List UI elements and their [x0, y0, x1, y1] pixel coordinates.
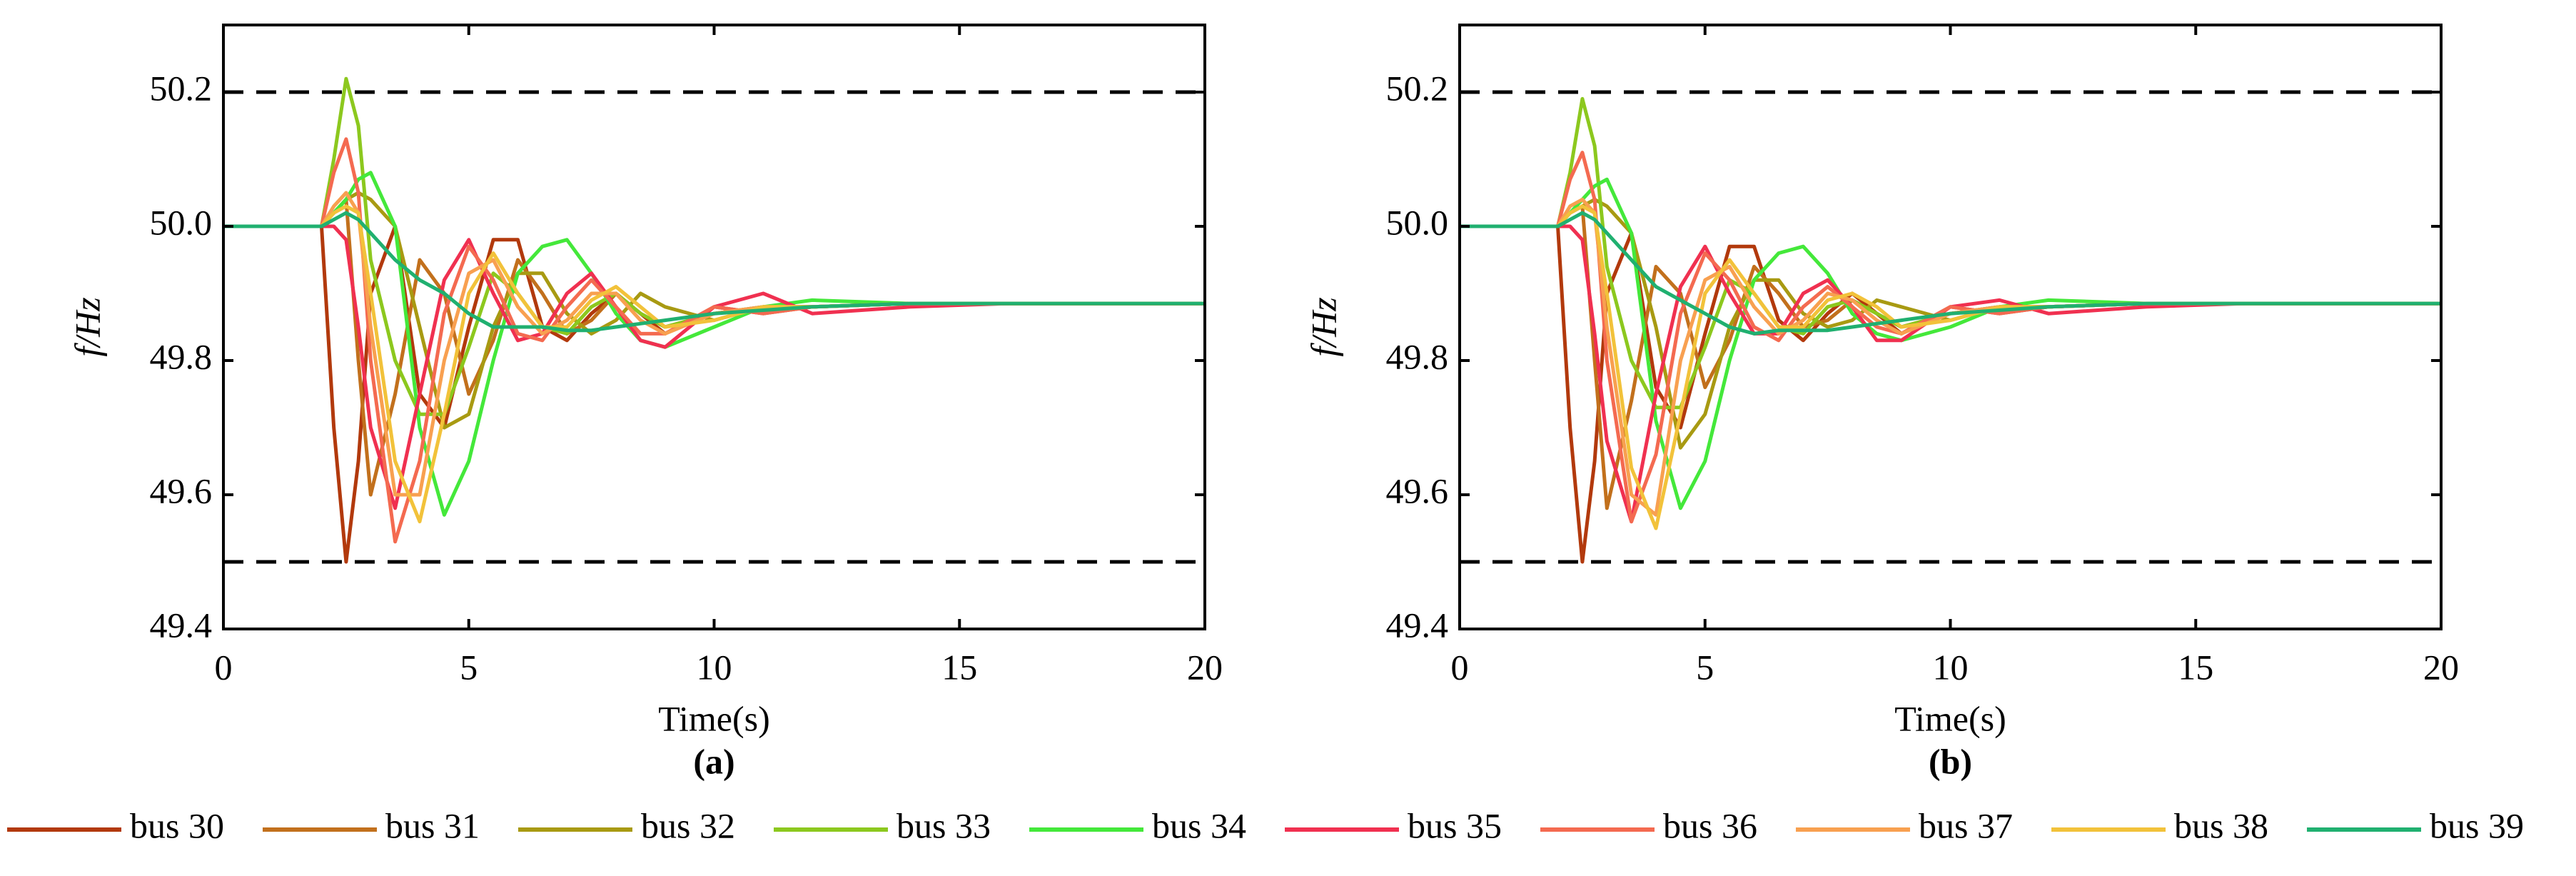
- y-tick-label: 49.8: [150, 336, 213, 376]
- y-tick-label: 49.4: [150, 605, 213, 645]
- x-tick-label: 15: [941, 647, 977, 687]
- x-tick-label: 5: [1696, 647, 1714, 687]
- x-tick-label: 0: [215, 647, 233, 687]
- x-tick-label: 10: [1933, 647, 1969, 687]
- x-axis-label: Time(s): [1894, 698, 2006, 738]
- subplot-caption: (b): [1929, 741, 1972, 781]
- y-tick-label: 49.8: [1386, 336, 1449, 376]
- y-axis-label: f/Hz: [1303, 297, 1343, 356]
- x-tick-label: 5: [460, 647, 478, 687]
- legend-label: bus 38: [2174, 805, 2268, 845]
- legend-label: bus 32: [641, 805, 735, 845]
- series-line: [223, 211, 1205, 333]
- legend-label: bus 34: [1152, 805, 1246, 845]
- y-tick-label: 50.0: [1386, 202, 1449, 242]
- x-tick-label: 20: [1187, 647, 1223, 687]
- legend-label: bus 36: [1663, 805, 1757, 845]
- x-tick-label: 15: [2178, 647, 2213, 687]
- series-line: [1460, 211, 2441, 336]
- legend-label: bus 33: [896, 805, 991, 845]
- x-tick-label: 10: [697, 647, 732, 687]
- y-tick-label: 49.4: [1386, 605, 1449, 645]
- y-tick-label: 49.6: [150, 470, 213, 510]
- legend-label: bus 30: [130, 805, 224, 845]
- y-tick-label: 50.0: [150, 202, 213, 242]
- x-tick-label: 20: [2423, 647, 2459, 687]
- legend-label: bus 39: [2430, 805, 2524, 845]
- series-line: [223, 224, 1205, 564]
- y-tick-label: 49.6: [1386, 470, 1449, 510]
- y-axis-label: f/Hz: [67, 297, 107, 356]
- y-tick-label: 50.2: [150, 68, 213, 108]
- series-line: [1460, 177, 2441, 510]
- legend-label: bus 37: [1919, 805, 2013, 845]
- subplot-caption: (a): [693, 741, 734, 781]
- series-line: [1460, 224, 2441, 564]
- x-tick-label: 0: [1451, 647, 1469, 687]
- legend-label: bus 31: [385, 805, 480, 845]
- y-tick-label: 50.2: [1386, 68, 1449, 108]
- legend-label: bus 35: [1408, 805, 1502, 845]
- x-axis-label: Time(s): [658, 698, 770, 738]
